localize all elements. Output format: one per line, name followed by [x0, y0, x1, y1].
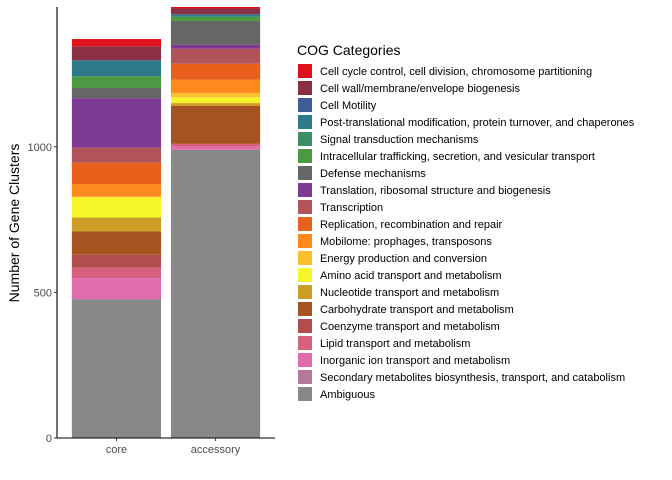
- legend-swatch: [298, 200, 312, 214]
- legend-label: Inorganic ion transport and metabolism: [320, 355, 510, 367]
- bar-segment: [170, 146, 261, 150]
- legend-label: Ambiguous: [320, 389, 376, 401]
- bar-segment: [170, 20, 261, 45]
- legend-title: COG Categories: [297, 42, 400, 58]
- bar-segment: [170, 14, 261, 17]
- bar-segment: [71, 267, 162, 279]
- legend-swatch: [298, 370, 312, 384]
- bar-segment: [71, 217, 162, 232]
- legend-label: Post-translational modification, protein…: [320, 117, 635, 129]
- legend-swatch: [298, 268, 312, 282]
- legend-label: Signal transduction mechanisms: [320, 134, 479, 146]
- legend-label: Energy production and conversion: [320, 253, 487, 265]
- bar-segment: [71, 98, 162, 148]
- bar-segment: [71, 197, 162, 218]
- legend-label: Amino acid transport and metabolism: [320, 270, 502, 282]
- bar-segment: [71, 46, 162, 61]
- legend-swatch: [298, 234, 312, 248]
- legend-swatch: [298, 183, 312, 197]
- bar-segment: [170, 92, 261, 98]
- legend-label: Cell wall/membrane/envelope biogenesis: [320, 83, 520, 95]
- bar-segment: [71, 231, 162, 255]
- bar-segment: [170, 63, 261, 80]
- legend-swatch: [298, 132, 312, 146]
- y-axis-title: Number of Gene Clusters: [6, 144, 22, 303]
- legend-swatch: [298, 387, 312, 401]
- legend-label: Lipid transport and metabolism: [320, 338, 470, 350]
- bar-segment: [170, 143, 261, 147]
- bar-segment: [170, 44, 261, 49]
- bar-segment: [170, 16, 261, 21]
- legend-swatch: [298, 319, 312, 333]
- legend-label: Cell Motility: [320, 100, 377, 112]
- legend-swatch: [298, 217, 312, 231]
- bar-segment: [170, 7, 261, 9]
- legend-label: Transcription: [320, 202, 383, 214]
- bar-segment: [170, 48, 261, 64]
- y-tick-label: 0: [46, 433, 52, 445]
- axes-layer: 0 500 1000 core accessory: [28, 7, 275, 456]
- legend-swatch: [298, 64, 312, 78]
- bar-segment: [71, 147, 162, 163]
- legend-swatch: [298, 149, 312, 163]
- legend-swatch: [298, 98, 312, 112]
- legend-swatch: [298, 115, 312, 129]
- bar-segment: [71, 196, 162, 198]
- legend-label: Coenzyme transport and metabolism: [320, 321, 500, 333]
- bar-segment: [71, 60, 162, 77]
- legend: COG Categories Cell cycle control, cell …: [297, 42, 635, 401]
- legend-swatch: [298, 81, 312, 95]
- bar-segment: [71, 76, 162, 88]
- bar-segment: [170, 149, 261, 438]
- legend-label: Replication, recombination and repair: [320, 219, 503, 231]
- legend-swatch: [298, 166, 312, 180]
- legend-label: Nucleotide transport and metabolism: [320, 287, 499, 299]
- legend-swatch: [298, 251, 312, 265]
- legend-label: Translation, ribosomal structure and bio…: [320, 185, 551, 197]
- bar-segment: [71, 299, 162, 438]
- bar-segment: [71, 184, 162, 197]
- legend-label: Secondary metabolites biosynthesis, tran…: [320, 372, 625, 384]
- x-tick-label: core: [106, 444, 127, 456]
- legend-label: Mobilome: prophages, transposons: [320, 236, 492, 248]
- bar-segment: [170, 97, 261, 104]
- x-tick-label: accessory: [191, 444, 241, 456]
- bar-segment: [170, 106, 261, 144]
- legend-swatch: [298, 285, 312, 299]
- legend-label: Cell cycle control, cell division, chrom…: [320, 66, 592, 78]
- legend-swatch: [298, 353, 312, 367]
- bar-segment: [71, 39, 162, 47]
- legend-label: Defense mechanisms: [320, 168, 426, 180]
- legend-swatch: [298, 302, 312, 316]
- legend-label: Intracellular trafficking, secretion, an…: [320, 151, 595, 163]
- bar-segment: [71, 278, 162, 300]
- bar-segment: [71, 254, 162, 268]
- y-tick-label: 1000: [28, 142, 52, 154]
- bar-segment: [170, 103, 261, 107]
- bar-segment: [170, 8, 261, 15]
- y-tick-label: 500: [34, 287, 52, 299]
- bars-layer: [71, 7, 261, 438]
- bar-segment: [71, 87, 162, 99]
- bar-segment: [170, 79, 261, 93]
- bar-segment: [71, 162, 162, 185]
- legend-swatch: [298, 336, 312, 350]
- legend-label: Carbohydrate transport and metabolism: [320, 304, 514, 316]
